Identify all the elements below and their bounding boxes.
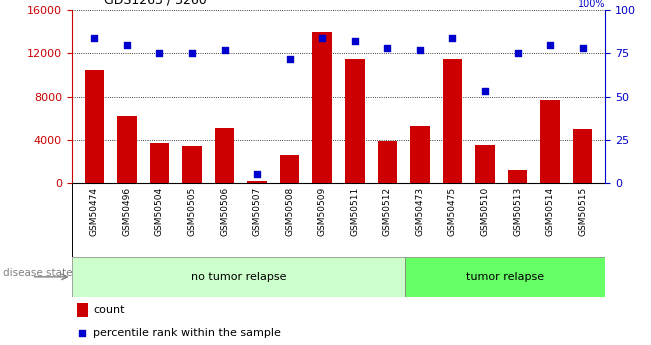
Bar bbox=[410, 126, 430, 183]
Point bbox=[480, 89, 490, 94]
Text: 100%: 100% bbox=[578, 0, 605, 9]
Bar bbox=[405, 257, 605, 297]
Point bbox=[545, 42, 555, 48]
Bar bbox=[443, 59, 462, 183]
Bar bbox=[540, 100, 560, 183]
Text: GSM50507: GSM50507 bbox=[253, 187, 262, 236]
Text: GSM50513: GSM50513 bbox=[513, 187, 522, 236]
Text: GSM50505: GSM50505 bbox=[187, 187, 197, 236]
Text: GSM50511: GSM50511 bbox=[350, 187, 359, 236]
Text: GSM50515: GSM50515 bbox=[578, 187, 587, 236]
Text: GDS1263 / 3260: GDS1263 / 3260 bbox=[104, 0, 207, 7]
Text: GSM50504: GSM50504 bbox=[155, 187, 164, 236]
Bar bbox=[312, 32, 332, 183]
Bar bbox=[182, 146, 202, 183]
Point bbox=[350, 39, 360, 44]
Text: GSM50496: GSM50496 bbox=[122, 187, 132, 236]
Bar bbox=[280, 155, 299, 183]
Point bbox=[89, 35, 100, 41]
Point bbox=[447, 35, 458, 41]
Bar bbox=[247, 181, 267, 183]
Point bbox=[187, 51, 197, 56]
Point bbox=[252, 171, 262, 177]
Text: GSM50475: GSM50475 bbox=[448, 187, 457, 236]
Bar bbox=[573, 129, 592, 183]
Point bbox=[219, 47, 230, 53]
Point bbox=[382, 46, 393, 51]
Point bbox=[512, 51, 523, 56]
Bar bbox=[117, 116, 137, 183]
Point bbox=[577, 46, 588, 51]
Bar bbox=[72, 257, 405, 297]
Text: GSM50508: GSM50508 bbox=[285, 187, 294, 236]
Text: GSM50512: GSM50512 bbox=[383, 187, 392, 236]
Point bbox=[154, 51, 165, 56]
Point bbox=[122, 42, 132, 48]
Text: GSM50473: GSM50473 bbox=[415, 187, 424, 236]
Bar bbox=[72, 183, 605, 257]
Text: GSM50510: GSM50510 bbox=[480, 187, 490, 236]
Bar bbox=[345, 59, 365, 183]
Bar bbox=[85, 70, 104, 183]
Point bbox=[77, 330, 87, 335]
Text: tumor relapse: tumor relapse bbox=[466, 272, 544, 282]
Text: GSM50509: GSM50509 bbox=[318, 187, 327, 236]
Text: percentile rank within the sample: percentile rank within the sample bbox=[93, 328, 281, 337]
Bar bbox=[215, 128, 234, 183]
Bar bbox=[77, 304, 88, 317]
Text: no tumor relapse: no tumor relapse bbox=[191, 272, 286, 282]
Bar bbox=[378, 141, 397, 183]
Bar bbox=[508, 170, 527, 183]
Text: GSM50506: GSM50506 bbox=[220, 187, 229, 236]
Point bbox=[415, 47, 425, 53]
Text: disease state: disease state bbox=[3, 268, 73, 278]
Bar bbox=[150, 143, 169, 183]
Point bbox=[284, 56, 295, 61]
Bar bbox=[475, 145, 495, 183]
Text: count: count bbox=[93, 305, 124, 315]
Point bbox=[317, 35, 327, 41]
Text: GSM50474: GSM50474 bbox=[90, 187, 99, 236]
Text: GSM50514: GSM50514 bbox=[546, 187, 555, 236]
